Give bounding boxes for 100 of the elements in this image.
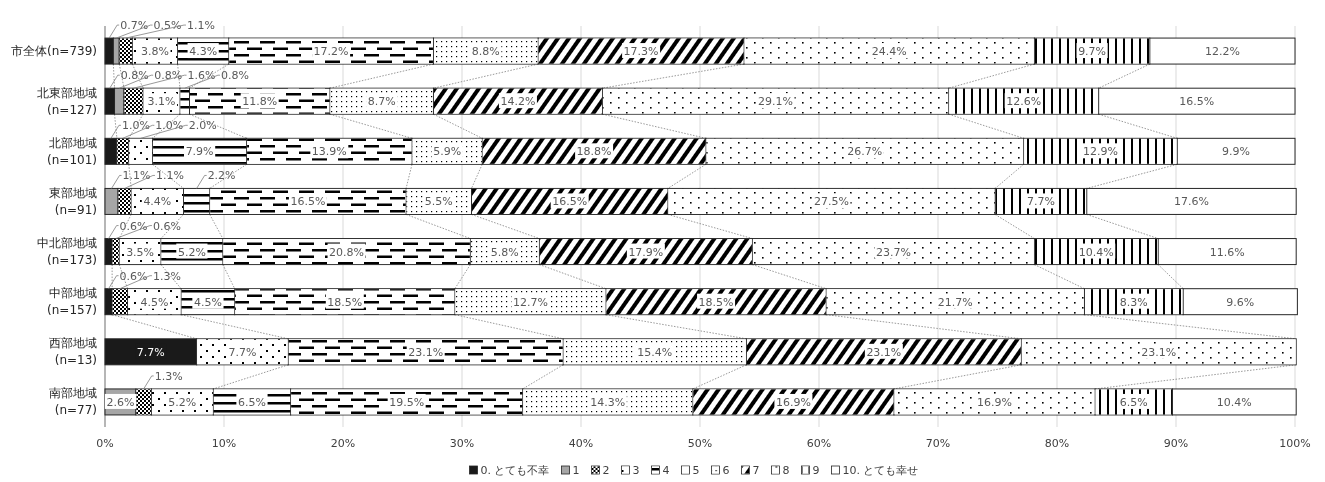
data-label: 20.8% (329, 245, 365, 259)
data-label: 5.5% (424, 195, 453, 209)
legend-label: 2 (602, 464, 610, 477)
x-tick-label: 80% (1044, 437, 1070, 450)
data-label: 16.5% (1179, 95, 1215, 109)
data-label: 3.8% (141, 45, 169, 59)
data-label: 24.4% (871, 45, 907, 59)
data-label: 3.5% (126, 245, 155, 259)
data-label: 4.3% (189, 45, 218, 59)
data-label: 2.0% (188, 119, 217, 133)
x-tick-label: 70% (925, 437, 951, 450)
data-label: 29.1% (758, 95, 794, 109)
data-label: 2.6% (106, 395, 135, 409)
data-label: 23.1% (408, 345, 444, 359)
x-tick-label: 20% (330, 437, 356, 450)
data-label: 0.5% (153, 19, 182, 33)
legend-label: 3 (632, 464, 640, 477)
data-label: 4.5% (193, 295, 222, 309)
data-label: 0.8% (220, 69, 249, 83)
y-tick-label: 中部地域 (n=157) (47, 286, 97, 318)
data-label: 23.1% (1141, 345, 1177, 359)
x-tick-label: 90% (1163, 437, 1189, 450)
data-label: 3.1% (147, 95, 176, 109)
data-label: 0.7% (120, 19, 149, 33)
data-label: 17.6% (1173, 195, 1209, 209)
data-label: 4.5% (140, 295, 169, 309)
data-label: 7.7% (1026, 195, 1055, 209)
data-label: 23.1% (866, 345, 902, 359)
data-label: 1.6% (187, 69, 216, 83)
data-label: 17.9% (628, 245, 664, 259)
x-tick-label: 10% (211, 437, 237, 450)
data-label: 1.0% (121, 119, 150, 133)
data-label: 8.3% (1119, 295, 1148, 309)
data-label: 14.3% (590, 395, 626, 409)
data-label: 17.2% (313, 45, 349, 59)
data-label: 4.4% (143, 195, 172, 209)
data-label: 17.3% (623, 45, 659, 59)
data-label: 12.9% (1082, 145, 1118, 159)
data-label: 8.8% (471, 45, 500, 59)
data-label: 1.1% (155, 169, 184, 183)
x-tick-label: 50% (687, 437, 713, 450)
data-label: 18.5% (327, 295, 363, 309)
legend-label: 6 (722, 464, 730, 477)
data-label: 7.9% (185, 145, 214, 159)
x-tick-label: 40% (568, 437, 594, 450)
data-label: 18.5% (698, 295, 734, 309)
legend-label: 9 (812, 464, 820, 477)
data-label: 5.2% (168, 395, 197, 409)
data-label: 16.9% (977, 395, 1012, 409)
data-label: 0.8% (154, 69, 183, 83)
data-label: 1.1% (122, 169, 151, 183)
data-label: 15.4% (637, 345, 673, 359)
x-tick-label: 100% (1279, 437, 1311, 450)
data-label: 12.2% (1204, 45, 1240, 59)
data-label: 0.6% (119, 269, 148, 283)
data-label: 9.7% (1078, 45, 1107, 59)
x-tick-label: 60% (806, 437, 832, 450)
data-label: 16.5% (290, 195, 326, 209)
data-label: 6.5% (1119, 395, 1148, 409)
data-label: 16.9% (775, 395, 811, 409)
data-label: 5.2% (177, 245, 206, 259)
legend-label: 8 (782, 464, 790, 477)
legend-label: 5 (692, 464, 700, 477)
legend-label: 0. とても不幸 (480, 464, 550, 477)
y-tick-label: 市全体(n=739) (11, 44, 97, 59)
data-label: 1.3% (152, 269, 181, 283)
x-tick-label: 0% (96, 437, 114, 450)
data-label: 6.5% (237, 395, 266, 409)
y-tick-label: 南部地域 (n=77) (49, 386, 97, 418)
legend-label: 10. とても幸せ (842, 464, 919, 477)
data-label: 0.6% (152, 219, 181, 233)
data-label: 0.6% (119, 219, 148, 233)
data-label: 12.7% (512, 295, 548, 309)
data-label: 26.7% (847, 145, 883, 159)
data-label: 1.1% (186, 19, 215, 33)
data-label: 14.2% (500, 95, 536, 109)
y-tick-label: 東部地域 (n=91) (49, 185, 97, 217)
data-label: 12.6% (1006, 95, 1042, 109)
y-tick-label: 北東部地域 (n=127) (37, 85, 97, 117)
data-label: 23.7% (875, 245, 911, 259)
data-label: 27.5% (814, 195, 849, 209)
data-label: 5.8% (490, 245, 519, 259)
data-label: 2.2% (207, 169, 236, 183)
data-label: 16.5% (552, 195, 588, 209)
data-label: 10.4% (1216, 395, 1252, 409)
data-label: 19.5% (389, 395, 425, 409)
y-tick-label: 中北部地域 (n=173) (37, 236, 97, 268)
data-label: 10.4% (1078, 245, 1114, 259)
y-tick-label: 北部地域 (n=101) (47, 135, 97, 167)
x-tick-label: 30% (449, 437, 475, 450)
data-label: 7.7% (228, 345, 257, 359)
data-label: 0.8% (120, 69, 149, 83)
data-label: 1.0% (155, 119, 184, 133)
data-label: 9.9% (1222, 145, 1251, 159)
data-label: 7.7% (136, 345, 165, 359)
data-label: 9.6% (1226, 295, 1255, 309)
data-label: 11.6% (1209, 245, 1245, 259)
y-tick-label: 西部地域 (n=13) (49, 336, 97, 368)
legend-label: 4 (662, 464, 670, 477)
data-label: 11.8% (242, 95, 278, 109)
